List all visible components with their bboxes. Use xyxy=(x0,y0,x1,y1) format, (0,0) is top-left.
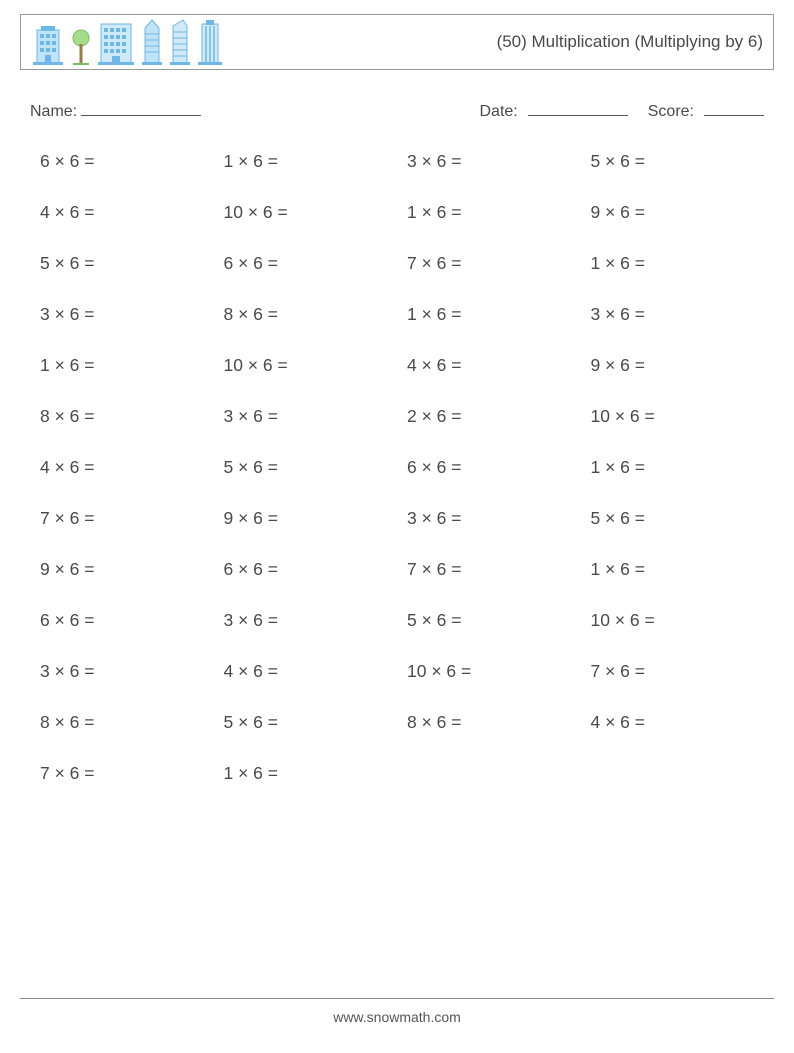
problem-cell: 5 × 6 = xyxy=(591,508,775,529)
problem-cell: 8 × 6 = xyxy=(407,712,591,733)
problem-cell: 5 × 6 = xyxy=(407,610,591,631)
problem-cell: 9 × 6 = xyxy=(591,202,775,223)
name-blank[interactable] xyxy=(81,98,201,116)
date-blank[interactable] xyxy=(528,98,628,116)
problem-cell: 10 × 6 = xyxy=(591,406,775,427)
problem-cell: 1 × 6 = xyxy=(591,457,775,478)
problem-cell: 9 × 6 = xyxy=(40,559,224,580)
building-icon xyxy=(197,18,223,66)
problem-cell: 9 × 6 = xyxy=(224,508,408,529)
building-icon xyxy=(31,22,65,66)
page-title: (50) Multiplication (Multiplying by 6) xyxy=(497,32,763,52)
problem-cell: 3 × 6 = xyxy=(407,151,591,172)
problem-cell: 7 × 6 = xyxy=(407,559,591,580)
building-icon xyxy=(141,18,163,66)
problem-cell: 1 × 6 = xyxy=(591,253,775,274)
problem-cell: 6 × 6 = xyxy=(407,457,591,478)
problem-cell: 3 × 6 = xyxy=(224,610,408,631)
problem-cell: 8 × 6 = xyxy=(40,406,224,427)
problem-cell: 7 × 6 = xyxy=(591,661,775,682)
problem-cell: 4 × 6 = xyxy=(40,202,224,223)
problem-cell: 10 × 6 = xyxy=(407,661,591,682)
problem-cell: 6 × 6 = xyxy=(224,253,408,274)
problem-cell: 1 × 6 = xyxy=(224,151,408,172)
problem-cell: 1 × 6 = xyxy=(40,355,224,376)
problem-cell: 3 × 6 = xyxy=(40,304,224,325)
date-label: Date: xyxy=(480,103,518,121)
problem-cell: 4 × 6 = xyxy=(224,661,408,682)
problem-cell: 5 × 6 = xyxy=(40,253,224,274)
meta-row: Name: Date: Score: xyxy=(30,98,764,121)
problem-cell: 7 × 6 = xyxy=(40,508,224,529)
problem-cell: 4 × 6 = xyxy=(40,457,224,478)
problem-cell: 1 × 6 = xyxy=(224,763,408,784)
building-icon xyxy=(97,20,135,66)
problem-cell: 3 × 6 = xyxy=(224,406,408,427)
worksheet-page: (50) Multiplication (Multiplying by 6) N… xyxy=(0,0,794,1053)
problem-cell: 2 × 6 = xyxy=(407,406,591,427)
problem-cell: 1 × 6 = xyxy=(591,559,775,580)
footer-divider xyxy=(20,998,774,999)
problem-cell: 4 × 6 = xyxy=(591,712,775,733)
problem-cell: 8 × 6 = xyxy=(224,304,408,325)
problem-cell: 10 × 6 = xyxy=(224,355,408,376)
problem-cell: 3 × 6 = xyxy=(591,304,775,325)
problem-cell: 6 × 6 = xyxy=(224,559,408,580)
problem-cell: 6 × 6 = xyxy=(40,610,224,631)
problem-cell: 3 × 6 = xyxy=(40,661,224,682)
problem-cell: 9 × 6 = xyxy=(591,355,775,376)
score-blank[interactable] xyxy=(704,98,764,116)
problem-cell: 6 × 6 = xyxy=(40,151,224,172)
problem-cell: 1 × 6 = xyxy=(407,304,591,325)
buildings-graphic xyxy=(31,18,223,66)
problem-cell: 1 × 6 = xyxy=(407,202,591,223)
problem-cell: 4 × 6 = xyxy=(407,355,591,376)
tree-icon xyxy=(71,22,91,66)
header-box: (50) Multiplication (Multiplying by 6) xyxy=(20,14,774,70)
problem-cell: 10 × 6 = xyxy=(224,202,408,223)
problem-cell: 10 × 6 = xyxy=(591,610,775,631)
score-label: Score: xyxy=(648,103,694,121)
problem-cell: 8 × 6 = xyxy=(40,712,224,733)
name-label: Name: xyxy=(30,103,77,121)
problem-cell: 5 × 6 = xyxy=(224,712,408,733)
problem-cell: 5 × 6 = xyxy=(591,151,775,172)
problem-grid: 6 × 6 =1 × 6 =3 × 6 =5 × 6 =4 × 6 =10 × … xyxy=(20,151,774,784)
name-field: Name: xyxy=(30,98,201,121)
problem-cell: 3 × 6 = xyxy=(407,508,591,529)
problem-cell: 7 × 6 = xyxy=(407,253,591,274)
problem-cell: 5 × 6 = xyxy=(224,457,408,478)
building-icon xyxy=(169,18,191,66)
footer-site: www.snowmath.com xyxy=(0,1009,794,1025)
problem-cell: 7 × 6 = xyxy=(40,763,224,784)
